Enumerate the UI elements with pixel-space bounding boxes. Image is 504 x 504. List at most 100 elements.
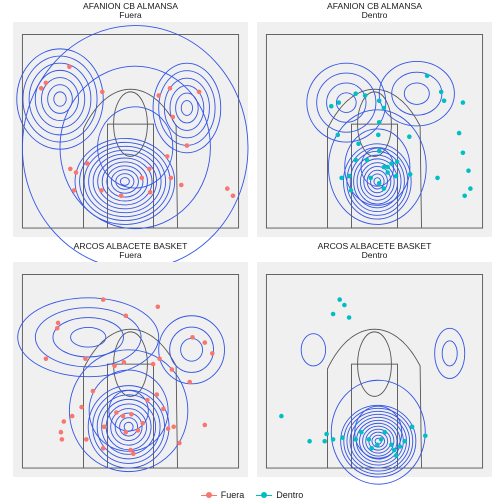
shot-point (150, 361, 156, 367)
shot-point (187, 379, 192, 385)
contour-line (344, 128, 411, 206)
shot-point (157, 356, 162, 362)
contour-line (83, 145, 167, 218)
shot-point (112, 363, 117, 369)
shot-point (369, 446, 375, 451)
shot-point (462, 193, 468, 199)
shot-point (230, 193, 236, 199)
contour-line (365, 428, 392, 454)
shot-point (424, 73, 430, 79)
shot-point (378, 437, 384, 442)
shot-point (71, 188, 77, 193)
shot-point (460, 150, 466, 156)
contour-line (163, 77, 210, 139)
shot-point (147, 189, 153, 195)
shot-point (167, 86, 173, 91)
shot-point (376, 148, 382, 154)
shot-point (156, 93, 161, 98)
contour-line (115, 173, 135, 190)
shot-point (456, 130, 462, 136)
free-throw-circle (357, 331, 392, 397)
shot-point (381, 186, 387, 191)
legend-label-dentro: Dentro (276, 490, 304, 500)
shot-point (409, 424, 415, 430)
shot-point (385, 170, 391, 175)
shot-point (171, 424, 176, 430)
panel-subtitle: Dentro (362, 250, 388, 260)
shot-point (407, 172, 413, 177)
contour-line (175, 92, 199, 124)
shot-point (441, 98, 447, 104)
shot-point (385, 164, 391, 170)
shot-point (389, 161, 394, 166)
contour-line (330, 379, 426, 485)
shot-point (394, 159, 400, 165)
contour-line (158, 315, 225, 385)
shot-point (366, 437, 372, 442)
legend-key-dentro (256, 490, 273, 500)
shot-point (423, 433, 428, 439)
shot-point (389, 442, 394, 448)
shot-point (339, 175, 344, 181)
shot-point (393, 173, 399, 179)
shot-point (376, 181, 382, 186)
contour-line (327, 109, 427, 225)
contour-line (340, 404, 417, 478)
shot-point (375, 442, 380, 448)
shot-point (466, 168, 471, 173)
shot-point (279, 413, 284, 419)
shot-point (43, 80, 49, 86)
shot-point (168, 175, 174, 181)
legend-label-fuera: Fuera (220, 490, 245, 500)
legend-key-fuera (200, 490, 217, 500)
shot-point (184, 143, 190, 148)
shot-point (165, 426, 171, 431)
shot-point (336, 100, 342, 105)
shot-point (139, 175, 145, 181)
contour-line (441, 340, 458, 367)
contour-line (34, 307, 142, 368)
shot-point (335, 132, 341, 138)
shot-point (90, 388, 96, 394)
contour-line (359, 422, 398, 460)
contour-line (28, 62, 92, 136)
shot-point (329, 103, 334, 109)
legend-item-fuera: Fuera (200, 490, 245, 500)
shot-point (330, 437, 336, 442)
panel-title: ARCOS ALBACETE BASKET (318, 241, 432, 251)
contour-line (169, 326, 214, 373)
shot-point (73, 170, 79, 175)
shot-point (58, 429, 64, 435)
shot-point (121, 360, 127, 365)
shot-point (120, 413, 126, 419)
contour-line (180, 100, 193, 116)
contour-line (59, 65, 211, 230)
contour-line (96, 394, 161, 460)
contour-line (108, 389, 149, 432)
shot-point (397, 444, 403, 449)
shot-point (353, 437, 359, 442)
contour-line (353, 154, 402, 209)
shot-point (67, 64, 72, 70)
shot-point (468, 186, 473, 191)
shot-point (210, 351, 215, 356)
contour-line (343, 143, 412, 220)
contour-line (119, 417, 139, 437)
contour-line (356, 158, 399, 205)
shot-point (155, 304, 161, 310)
three-point-line (83, 328, 178, 469)
shot-point (114, 410, 119, 415)
contour-line (41, 77, 79, 121)
panel-subtitle: Fuera (119, 250, 142, 260)
shot-point (342, 302, 347, 308)
shot-point (55, 320, 61, 326)
shot-point (196, 89, 202, 95)
contour-line (300, 333, 327, 367)
shot-point (83, 356, 88, 362)
free-throw-circle (113, 91, 148, 157)
contour-line (169, 85, 205, 131)
shot-point (202, 340, 208, 345)
